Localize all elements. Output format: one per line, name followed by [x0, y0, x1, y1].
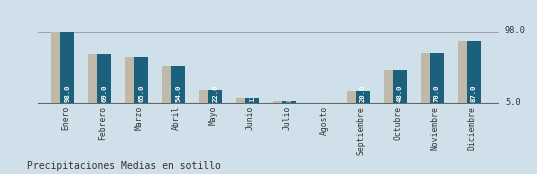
Text: 8.0: 8.0 [286, 89, 292, 102]
Bar [245, 98, 259, 103]
Bar [97, 54, 111, 103]
Bar [393, 70, 407, 103]
Bar [384, 70, 398, 103]
Text: 22.0: 22.0 [212, 85, 218, 102]
Bar [60, 32, 75, 103]
Text: 70.0: 70.0 [434, 85, 440, 102]
Bar [282, 101, 296, 103]
Bar [356, 92, 370, 103]
Bar [125, 57, 139, 103]
Bar [430, 53, 444, 103]
Bar [420, 53, 435, 103]
Text: 5.0: 5.0 [323, 89, 329, 102]
Text: 11.0: 11.0 [249, 85, 255, 102]
Text: 65.0: 65.0 [139, 85, 144, 102]
Bar [208, 90, 222, 103]
Text: 48.0: 48.0 [397, 85, 403, 102]
Text: 98.0: 98.0 [64, 85, 70, 102]
Bar [347, 92, 361, 103]
Text: 20.0: 20.0 [360, 85, 366, 102]
Text: Precipitaciones Medias en sotillo: Precipitaciones Medias en sotillo [27, 161, 221, 171]
Bar [199, 90, 213, 103]
Text: 98.0: 98.0 [505, 26, 526, 35]
Text: 87.0: 87.0 [471, 85, 477, 102]
Bar [51, 32, 66, 103]
Bar [88, 54, 102, 103]
Bar [162, 66, 176, 103]
Bar [236, 98, 250, 103]
Bar [273, 101, 287, 103]
Bar [458, 41, 471, 103]
Text: 69.0: 69.0 [101, 85, 107, 102]
Text: 5.0: 5.0 [505, 98, 521, 107]
Bar [467, 41, 481, 103]
Bar [134, 57, 148, 103]
Bar [171, 66, 185, 103]
Text: 54.0: 54.0 [175, 85, 182, 102]
